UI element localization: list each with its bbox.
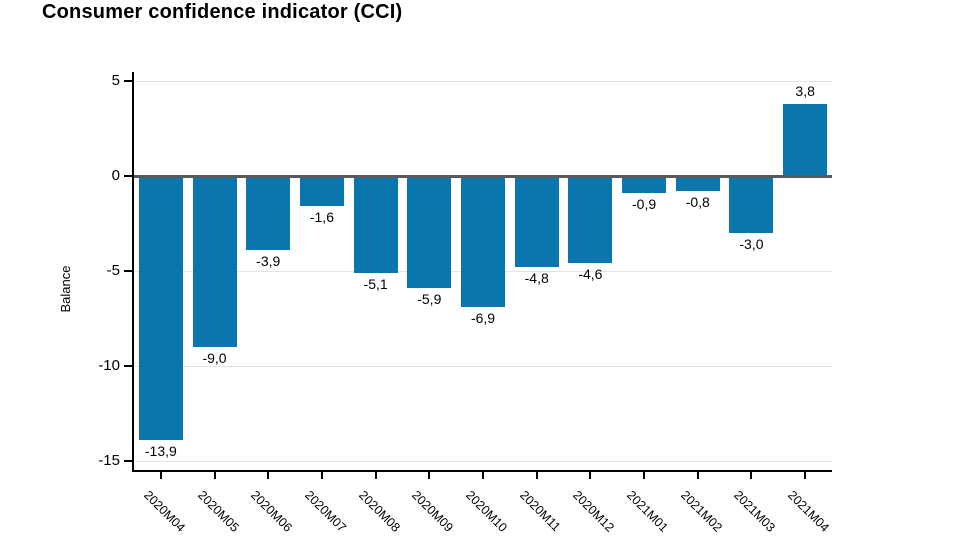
gridline: [134, 460, 832, 462]
bar-value-label: -5,1: [363, 275, 388, 292]
bar-value-label: -6,9: [470, 310, 496, 327]
bar: [407, 176, 452, 289]
x-axis-tick-label: 2020M06: [248, 488, 296, 535]
bar-value-label: -4,6: [578, 266, 603, 283]
x-axis-tick-label: 2021M03: [731, 488, 779, 535]
x-axis-tick-label: 2020M07: [302, 488, 349, 535]
x-axis-tick: [159, 472, 162, 479]
x-axis-tick: [643, 472, 646, 479]
bar-value-label: -0,8: [685, 194, 710, 211]
y-axis-tick-label: -15: [98, 452, 120, 469]
y-axis-tick-label: 0: [111, 167, 120, 184]
x-axis-tick: [535, 472, 538, 479]
bar-value-label: -1,6: [309, 209, 334, 226]
x-axis-tick-label: 2020M09: [409, 488, 457, 535]
bar-value-label: -5,9: [417, 291, 442, 308]
x-axis-tick: [374, 472, 377, 479]
x-axis-tick: [428, 472, 431, 479]
x-axis-tick-label: 2020M08: [355, 488, 403, 535]
gridline: [134, 365, 832, 367]
bar-value-label: -3,0: [739, 236, 764, 252]
bar: [622, 176, 667, 194]
x-axis-tick-label: 2020M12: [570, 488, 618, 535]
bar: [675, 176, 720, 192]
bar: [246, 176, 291, 251]
x-axis-tick: [589, 472, 592, 479]
x-axis-tick: [482, 472, 484, 479]
bar-value-label: -0,9: [632, 196, 657, 213]
bar: [783, 103, 828, 176]
chart-title: Consumer confidence indicator (CCI): [42, 1, 403, 23]
y-axis-tick: [124, 460, 133, 462]
x-axis-tick: [696, 472, 699, 479]
x-axis-tick-label: 2021M04: [785, 488, 832, 535]
x-axis-tick: [750, 472, 753, 479]
y-axis-tick-label: -10: [98, 357, 120, 374]
bar: [138, 176, 183, 441]
zero-line: [134, 174, 832, 178]
gridline: [134, 80, 832, 82]
y-axis-tick: [124, 365, 133, 367]
plot-area: 5 0 -5 -10 -15 -13,9 2020M04 -9,0 2020M05 -3,9 202…: [98, 72, 832, 535]
bar: [353, 176, 398, 273]
x-axis-tick: [267, 472, 270, 479]
bar: [568, 176, 613, 264]
y-axis-tick: [124, 80, 133, 82]
bar-value-label: 3,8: [795, 82, 815, 99]
y-axis-tick-label: 5: [111, 72, 120, 89]
y-axis-tick: [124, 270, 133, 272]
x-axis-tick-label: 2020M05: [194, 488, 242, 535]
bar-value-label: -9,0: [202, 350, 227, 366]
bar: [192, 176, 237, 347]
y-axis-title: Balance: [58, 265, 73, 313]
x-axis-tick-label: 2020M04: [140, 488, 188, 535]
bar: [461, 176, 505, 308]
bar-value-label: -4,8: [524, 270, 549, 287]
x-axis-tick-label: 2021M01: [624, 488, 671, 535]
y-axis-tick-label: -5: [106, 262, 120, 279]
y-axis-tick: [124, 175, 133, 177]
x-axis-tick: [213, 472, 216, 479]
x-axis-tick: [320, 472, 323, 479]
bar: [299, 176, 344, 207]
x-axis-tick-label: 2020M10: [463, 488, 510, 535]
x-axis-tick-label: 2021M02: [677, 488, 725, 535]
x-axis-tick-label: 2020M11: [516, 488, 563, 535]
bar: [514, 176, 559, 268]
x-axis-tick: [804, 472, 807, 479]
bar: [729, 176, 774, 233]
bar-value-label: -3,9: [256, 253, 281, 270]
bar-value-label: -13,9: [144, 443, 177, 460]
